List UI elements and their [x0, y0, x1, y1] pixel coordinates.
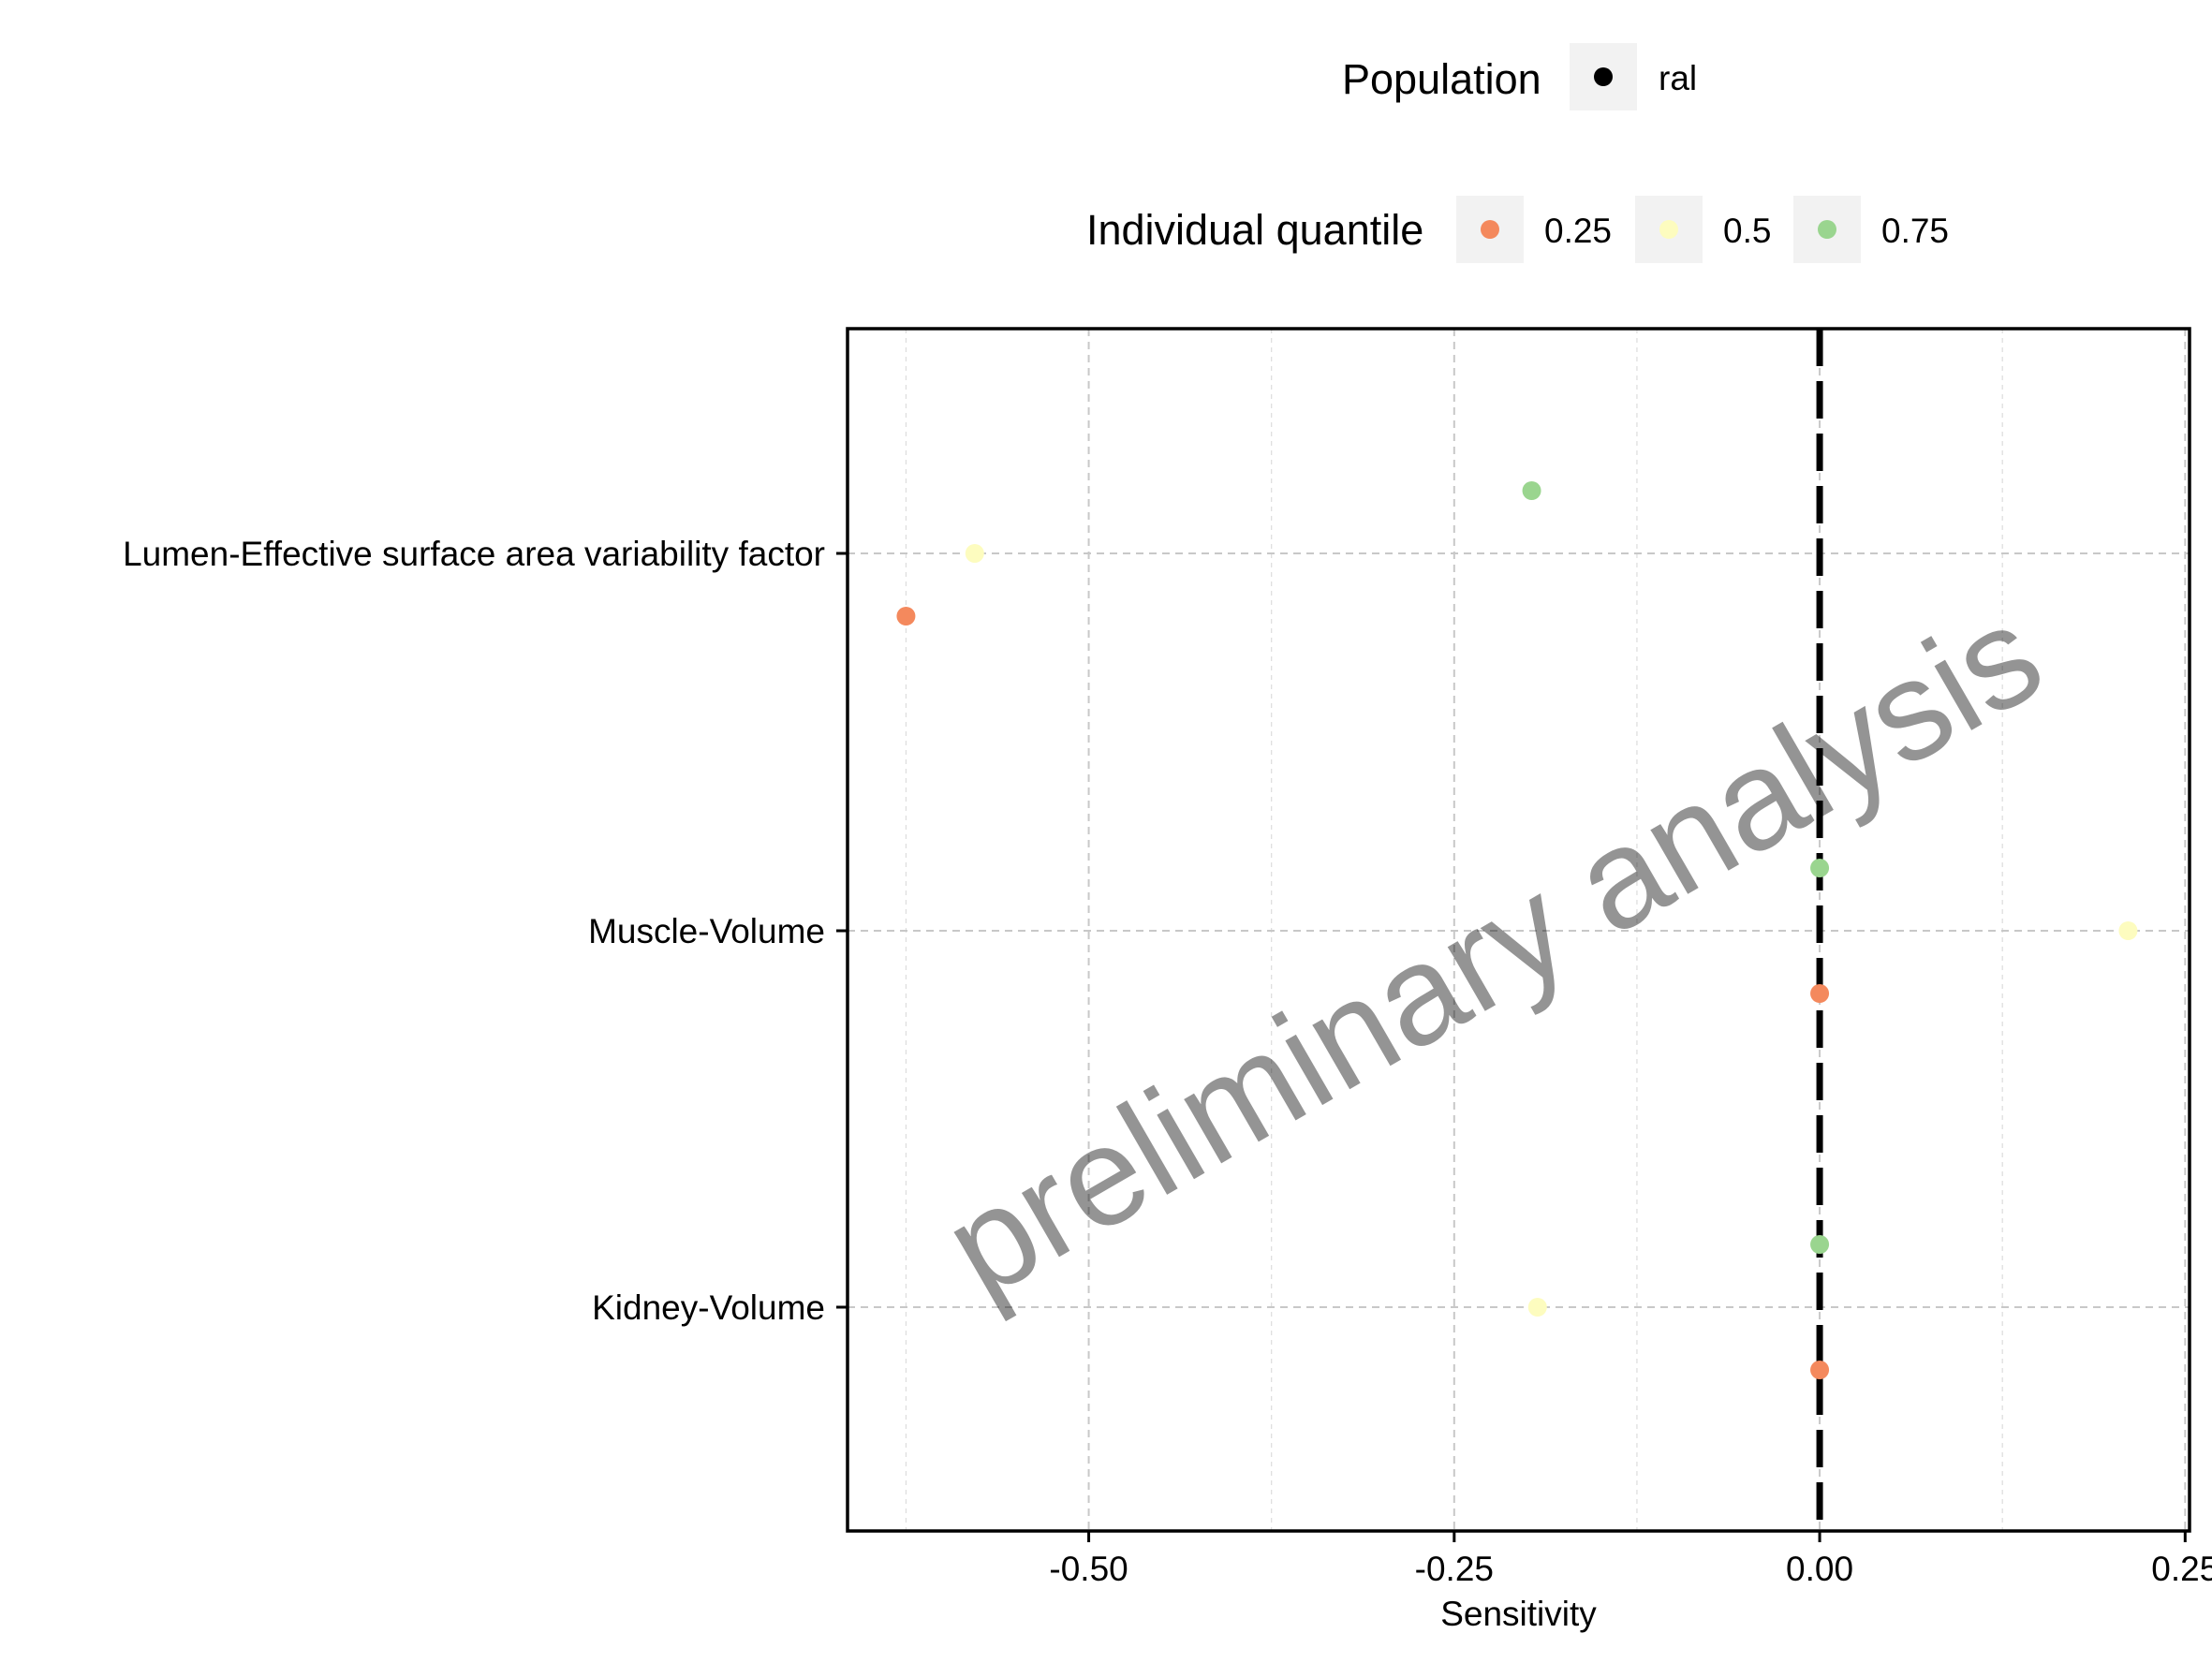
data-point-q025-2 [1810, 984, 1830, 1003]
y-tick-label: Kidney-Volume [592, 1288, 825, 1327]
x-axis-title: Sensitivity [1440, 1595, 1597, 1633]
data-points [896, 481, 2138, 1379]
legend-population-label: ral [1659, 59, 1697, 97]
axes: -0.50 -0.25 0.00 0.25 Lumen-Effective surfac… [123, 535, 2212, 1588]
y-tick-label: Lumen-Effective surface area variability… [123, 535, 825, 573]
x-tick-label: 0.00 [1786, 1550, 1853, 1588]
legend-quantile-marker-2 [1659, 220, 1678, 239]
legend-quantile-marker-3 [1818, 220, 1836, 239]
data-point-q025-1 [896, 607, 916, 625]
legend-population-marker [1594, 67, 1613, 86]
data-point-q05-3 [1527, 1298, 1547, 1317]
y-tick-label: Muscle-Volume [588, 912, 825, 950]
x-tick-label: -0.25 [1415, 1550, 1494, 1588]
legend-population: Population ral [1342, 43, 1697, 110]
legend-quantile-marker-1 [1481, 220, 1499, 239]
watermark-text: preliminary analysis [920, 574, 2067, 1327]
legend-population-title: Population [1342, 55, 1541, 103]
grid-lines [848, 329, 2190, 1531]
data-point-q05-1 [965, 544, 984, 563]
x-tick-label: 0.25 [2151, 1550, 2212, 1588]
legend-quantile-title: Individual quantile [1086, 206, 1423, 254]
x-tick-label: -0.50 [1049, 1550, 1128, 1588]
data-point-q025-3 [1810, 1361, 1830, 1379]
legend-quantile-label-3: 0.75 [1881, 212, 1949, 250]
legend-quantile-label-1: 0.25 [1544, 212, 1612, 250]
legend-quantile: Individual quantile 0.25 0.5 0.75 [1086, 196, 1949, 263]
data-point-q05-2 [2118, 921, 2138, 940]
data-point-q075-1 [1522, 481, 1541, 500]
data-point-q075-3 [1810, 1235, 1830, 1254]
data-point-q075-2 [1810, 859, 1830, 877]
legend-quantile-label-2: 0.5 [1723, 212, 1771, 250]
